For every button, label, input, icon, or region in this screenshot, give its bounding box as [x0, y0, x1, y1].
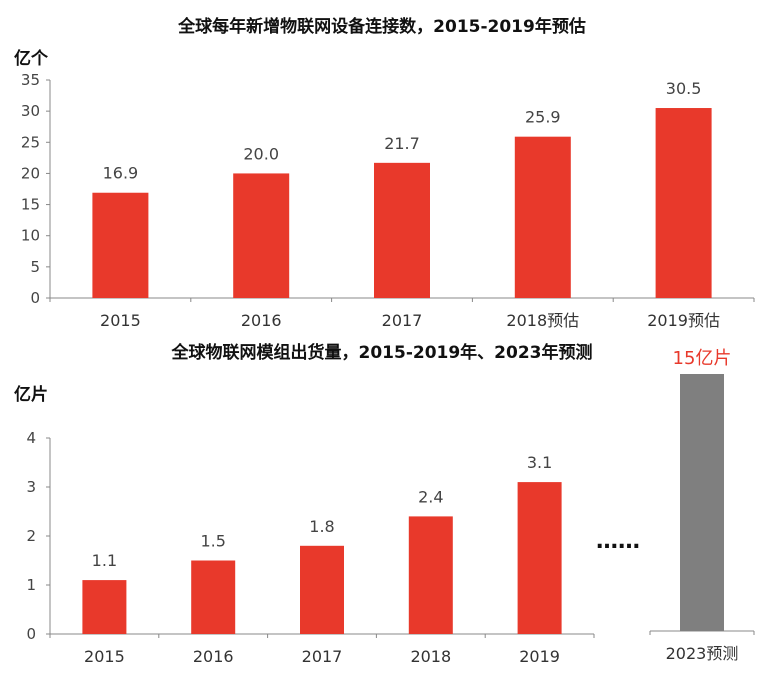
chart1-y-tick-label: 15 — [21, 196, 40, 214]
chart2-y-tick-label: 3 — [26, 478, 36, 496]
chart2-bar — [191, 560, 236, 634]
chart1-bar — [374, 162, 430, 298]
chart1-y-tick-label: 10 — [21, 227, 40, 245]
chart1-data-label: 25.9 — [525, 108, 561, 127]
chart2-data-label: 2.4 — [418, 487, 443, 506]
chart2-data-label: 1.5 — [200, 532, 225, 551]
chart1-y-tick-label: 25 — [21, 133, 40, 151]
chart1-data-label: 30.5 — [666, 79, 702, 98]
chart2-bar — [82, 580, 127, 634]
chart2-category-label: 2019 — [519, 647, 560, 666]
chart2-title: 全球物联网模组出货量，2015-2019年、2023年预测 — [171, 342, 593, 363]
chart2-data-label: 1.1 — [92, 551, 117, 570]
chart2-bar — [517, 482, 562, 634]
chart1-bar — [92, 192, 149, 298]
chart1-data-label: 16.9 — [103, 164, 139, 183]
chart2-data-label: 3.1 — [527, 453, 552, 472]
chart1-y-tick-label: 35 — [21, 71, 40, 89]
chart1-bar — [655, 108, 712, 299]
forecast-bar — [680, 374, 724, 631]
chart1-bar — [233, 173, 290, 298]
axis-break-dots: …… — [596, 529, 640, 554]
chart1-category-label: 2018预估 — [506, 311, 579, 330]
chart1-data-label: 20.0 — [243, 144, 279, 163]
chart2-category-label: 2017 — [302, 647, 343, 666]
chart2-bar — [408, 516, 453, 634]
chart2-category-label: 2016 — [193, 647, 234, 666]
chart1-title: 全球每年新增物联网设备连接数，2015-2019年预估 — [177, 16, 586, 37]
chart1-y-tick-label: 30 — [21, 102, 40, 120]
chart1-data-label: 21.7 — [384, 134, 420, 153]
chart1-y-unit: 亿个 — [14, 48, 49, 69]
forecast-category-label: 2023预测 — [666, 644, 739, 663]
chart2-bar — [300, 545, 344, 634]
chart1-category-label: 2017 — [382, 311, 423, 330]
chart2-category-label: 2018 — [410, 647, 451, 666]
chart2-y-unit: 亿片 — [14, 384, 48, 405]
chart1-bar — [514, 136, 571, 298]
chart1-y-tick-label: 20 — [21, 164, 40, 182]
chart1-category-label: 2019预估 — [647, 311, 720, 330]
chart2-y-tick-label: 0 — [26, 625, 36, 643]
forecast-data-label: 15亿片 — [673, 348, 732, 369]
chart2-y-tick-label: 1 — [26, 576, 36, 594]
chart2-y-tick-label: 2 — [26, 527, 36, 545]
chart2-category-label: 2015 — [84, 647, 125, 666]
chart1-y-tick-label: 0 — [30, 289, 40, 307]
chart2-y-tick-label: 4 — [26, 429, 36, 447]
chart1-category-label: 2015 — [100, 311, 141, 330]
chart1-category-label: 2016 — [241, 311, 282, 330]
chart1-y-tick-label: 5 — [30, 258, 40, 276]
chart2-data-label: 1.8 — [309, 517, 334, 536]
